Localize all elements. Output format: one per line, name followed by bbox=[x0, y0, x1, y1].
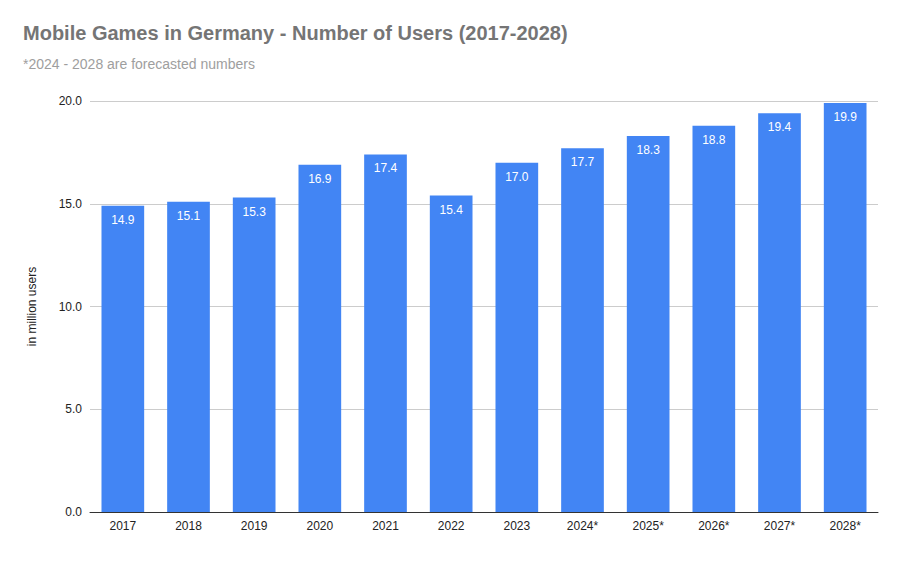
svg-text:Mobile Games in Germany - Numb: Mobile Games in Germany - Number of User… bbox=[23, 22, 568, 44]
svg-text:18.8: 18.8 bbox=[702, 133, 726, 147]
svg-text:19.4: 19.4 bbox=[768, 120, 792, 134]
svg-text:2027*: 2027* bbox=[764, 519, 796, 533]
svg-text:2021: 2021 bbox=[372, 519, 399, 533]
svg-text:5.0: 5.0 bbox=[65, 402, 82, 416]
svg-text:2017: 2017 bbox=[109, 519, 136, 533]
svg-text:2023: 2023 bbox=[503, 519, 530, 533]
svg-text:2020: 2020 bbox=[306, 519, 333, 533]
svg-text:2024*: 2024* bbox=[567, 519, 599, 533]
svg-text:15.4: 15.4 bbox=[439, 203, 463, 217]
svg-text:15.1: 15.1 bbox=[177, 209, 201, 223]
svg-text:16.9: 16.9 bbox=[308, 172, 332, 186]
svg-text:2018: 2018 bbox=[175, 519, 202, 533]
svg-text:20.0: 20.0 bbox=[59, 94, 83, 108]
svg-text:17.0: 17.0 bbox=[505, 170, 529, 184]
svg-text:0.0: 0.0 bbox=[65, 505, 82, 519]
svg-text:17.4: 17.4 bbox=[374, 161, 398, 175]
svg-text:in million users: in million users bbox=[25, 267, 39, 346]
svg-text:2025*: 2025* bbox=[632, 519, 664, 533]
svg-text:17.7: 17.7 bbox=[571, 155, 595, 169]
svg-text:19.9: 19.9 bbox=[833, 110, 857, 124]
svg-text:2019: 2019 bbox=[241, 519, 268, 533]
svg-text:15.0: 15.0 bbox=[59, 197, 83, 211]
svg-text:2028*: 2028* bbox=[829, 519, 861, 533]
svg-text:2026*: 2026* bbox=[698, 519, 730, 533]
svg-text:18.3: 18.3 bbox=[636, 143, 660, 157]
svg-text:*2024 - 2028 are forecasted nu: *2024 - 2028 are forecasted numbers bbox=[23, 56, 255, 72]
svg-text:15.3: 15.3 bbox=[242, 205, 266, 219]
svg-text:2022: 2022 bbox=[438, 519, 465, 533]
svg-text:10.0: 10.0 bbox=[59, 300, 83, 314]
svg-text:14.9: 14.9 bbox=[111, 213, 135, 227]
